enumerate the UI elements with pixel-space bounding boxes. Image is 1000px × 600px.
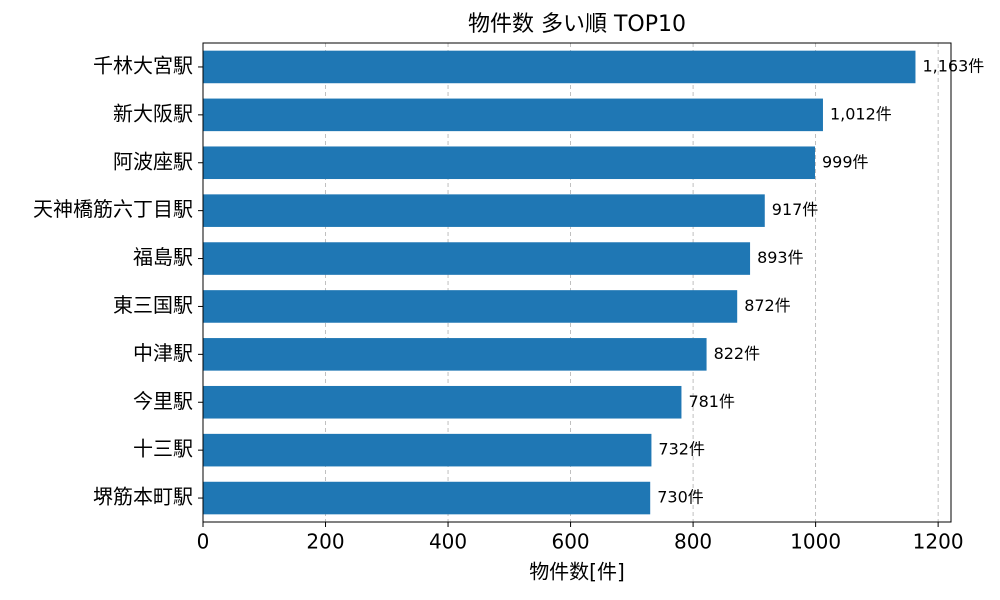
x-tick-label: 0 — [197, 530, 210, 554]
y-tick-label: 阿波座駅 — [113, 149, 193, 173]
y-tick-label: 十三駅 — [133, 437, 193, 461]
value-label: 781件 — [688, 392, 735, 411]
value-label: 822件 — [714, 344, 761, 363]
value-label: 872件 — [744, 296, 791, 315]
value-label: 917件 — [772, 200, 819, 219]
bar — [203, 338, 707, 371]
bar — [203, 194, 765, 227]
x-tick-label: 1200 — [913, 530, 964, 554]
x-tick-label: 400 — [429, 530, 467, 554]
value-label: 1,163件 — [922, 56, 984, 75]
y-tick-label: 千林大宮駅 — [93, 53, 193, 77]
value-label: 893件 — [757, 248, 804, 267]
y-tick-label: 中津駅 — [133, 341, 193, 365]
bar — [203, 146, 815, 180]
y-tick-label: 東三国駅 — [113, 293, 193, 317]
bar — [203, 481, 651, 515]
chart-title: 物件数 多い順 TOP10 — [468, 12, 686, 37]
bar — [203, 290, 738, 323]
x-axis-label: 物件数[件] — [529, 560, 625, 584]
bar — [203, 50, 916, 84]
value-label: 1,012件 — [830, 104, 892, 123]
x-tick-label: 200 — [306, 530, 344, 554]
y-tick-label: 今里駅 — [133, 389, 193, 413]
x-tick-label: 800 — [674, 530, 712, 554]
bar — [203, 385, 682, 419]
x-tick-label: 600 — [551, 530, 589, 554]
y-tick-label: 天神橋筋六丁目駅 — [33, 197, 193, 221]
bar — [203, 98, 823, 132]
plot-frame — [202, 42, 952, 523]
value-label: 732件 — [658, 440, 705, 459]
value-label: 730件 — [657, 488, 704, 507]
y-tick-label: 新大阪駅 — [113, 101, 193, 125]
value-label: 999件 — [822, 152, 869, 171]
y-tick-label: 堺筋本町駅 — [93, 485, 193, 509]
y-tick-label: 福島駅 — [133, 245, 193, 269]
x-tick-label: 1000 — [790, 530, 841, 554]
bar — [203, 242, 751, 275]
bar — [203, 433, 652, 467]
